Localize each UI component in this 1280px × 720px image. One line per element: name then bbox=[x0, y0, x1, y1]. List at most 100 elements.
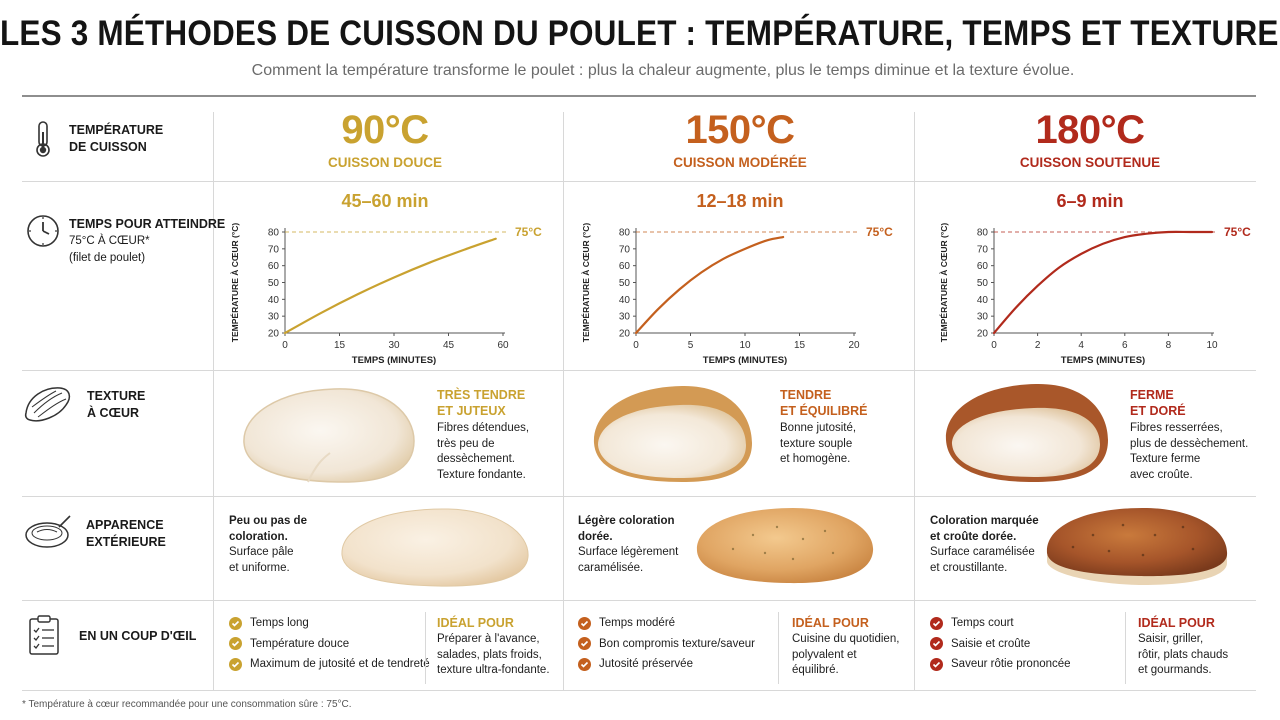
row-divider bbox=[22, 370, 1256, 371]
column-divider bbox=[914, 112, 915, 690]
target-label: 75°C bbox=[1224, 225, 1251, 239]
texture-title: TRÈS TENDRE ET JUTEUX bbox=[437, 388, 526, 418]
temperature-chart-150: 20 30 40 50 60 70 80 0 5 10 15 20 TEMPS (MINUTES) TEM… bbox=[581, 223, 893, 366]
y-tick-label: 40 bbox=[619, 295, 631, 306]
x-tick-label: 10 bbox=[1206, 340, 1218, 351]
y-tick-label: 70 bbox=[268, 244, 280, 255]
chicken-cross-section-image bbox=[945, 383, 1108, 482]
x-tick-label: 60 bbox=[497, 340, 509, 351]
y-tick-label: 20 bbox=[977, 329, 989, 340]
method-time: 6–9 min bbox=[1056, 191, 1124, 211]
x-tick-label: 5 bbox=[688, 340, 694, 351]
y-tick-label: 50 bbox=[268, 278, 280, 289]
ideal-description: Cuisine du quotidien, polyvalent et équili… bbox=[792, 633, 900, 676]
check-item: Saisie et croûte bbox=[930, 634, 1071, 655]
target-label: 75°C bbox=[866, 225, 893, 239]
x-tick-label: 8 bbox=[1166, 340, 1172, 351]
appearance-description: Légère coloration dorée. Surface légèreme… bbox=[578, 515, 679, 574]
check-item: Temps long bbox=[229, 613, 430, 634]
check-icon bbox=[229, 657, 242, 671]
method-label: CUISSON DOUCE bbox=[327, 155, 442, 170]
texture-description: Fibres détendues, très peu de dessèchemen… bbox=[437, 422, 530, 481]
row-divider bbox=[22, 690, 1256, 691]
check-icon bbox=[930, 657, 943, 671]
row-divider bbox=[22, 496, 1256, 497]
x-tick-label: 2 bbox=[1035, 340, 1041, 351]
y-tick-label: 40 bbox=[268, 295, 280, 306]
ideal-title: IDÉAL POUR bbox=[792, 616, 869, 630]
check-item: Maximum de jutosité et de tendreté bbox=[229, 654, 430, 675]
y-tick-label: 20 bbox=[619, 329, 631, 340]
ideal-description: Préparer à l'avance, salades, plats froid… bbox=[437, 633, 550, 676]
y-axis-label: TEMPÉRATURE À CŒUR (°C) bbox=[939, 223, 949, 343]
y-tick-label: 70 bbox=[619, 244, 631, 255]
checklist: Temps court Saisie et croûte Saveur rôti… bbox=[930, 613, 1071, 675]
y-tick-label: 80 bbox=[619, 228, 631, 239]
x-tick-label: 0 bbox=[991, 340, 997, 351]
temperature-chart-90: 20 30 40 50 60 70 80 0 15 30 45 60 TEMPS (MINUTES) TE… bbox=[230, 223, 542, 366]
check-item: Jutosité préservée bbox=[578, 654, 755, 675]
y-tick-label: 30 bbox=[977, 312, 989, 323]
check-item: Température douce bbox=[229, 634, 430, 655]
y-tick-label: 40 bbox=[977, 295, 989, 306]
x-tick-label: 6 bbox=[1122, 340, 1128, 351]
row-label-coup: EN UN COUP D'ŒIL bbox=[79, 629, 197, 643]
page-title: LES 3 MÉTHODES DE CUISSON DU POULET : TE… bbox=[0, 14, 1279, 53]
x-tick-label: 0 bbox=[633, 340, 639, 351]
ideal-divider bbox=[425, 612, 426, 684]
chicken-breast-image bbox=[696, 508, 874, 584]
y-tick-label: 60 bbox=[268, 261, 280, 272]
method-temperature: 90°C bbox=[341, 108, 429, 152]
temperature-chart-180: 20 30 40 50 60 70 80 0 2 4 6 8 10 TEMPS (MINUTES) TEMP… bbox=[939, 223, 1251, 366]
x-tick-label: 15 bbox=[334, 340, 346, 351]
ideal-title: IDÉAL POUR bbox=[437, 616, 514, 630]
x-tick-label: 10 bbox=[739, 340, 751, 351]
column-divider bbox=[563, 112, 564, 690]
check-item: Bon compromis texture/saveur bbox=[578, 634, 755, 655]
x-tick-label: 20 bbox=[848, 340, 860, 351]
check-item: Temps modéré bbox=[578, 613, 755, 634]
method-time: 45–60 min bbox=[341, 191, 429, 211]
x-tick-label: 45 bbox=[443, 340, 455, 351]
y-tick-label: 50 bbox=[977, 278, 989, 289]
y-tick-label: 60 bbox=[619, 261, 631, 272]
checklist: Temps modéré Bon compromis texture/saveu… bbox=[578, 613, 755, 675]
series-line bbox=[634, 235, 785, 335]
x-axis-label: TEMPS (MINUTES) bbox=[703, 355, 787, 366]
method-label: CUISSON SOUTENUE bbox=[1019, 155, 1161, 170]
check-icon bbox=[578, 657, 591, 671]
chicken-breast-icon bbox=[24, 387, 71, 422]
x-tick-label: 30 bbox=[388, 340, 400, 351]
texture-description: Bonne jutosité, texture souple et homogèn… bbox=[780, 422, 857, 465]
check-icon bbox=[578, 637, 591, 651]
check-icon bbox=[930, 616, 943, 630]
chicken-cross-section-image bbox=[243, 388, 415, 483]
thermometer-icon bbox=[36, 121, 50, 157]
ideal-divider bbox=[778, 612, 779, 684]
check-icon bbox=[930, 637, 943, 651]
header-divider bbox=[22, 95, 1256, 97]
check-icon bbox=[578, 616, 591, 630]
checklist: Temps long Température douce Maximum de … bbox=[229, 613, 430, 675]
y-tick-label: 70 bbox=[977, 244, 989, 255]
texture-description: Fibres resserrées, plus de dessèchement. … bbox=[1130, 422, 1249, 481]
footnote: * Température à cœur recommandée pour un… bbox=[22, 699, 352, 710]
column-divider bbox=[213, 112, 214, 690]
y-tick-label: 80 bbox=[268, 228, 280, 239]
ideal-divider bbox=[1125, 612, 1126, 684]
appearance-description: Coloration marquée et croûte dorée. Surfa… bbox=[930, 515, 1039, 574]
check-icon bbox=[229, 616, 242, 630]
y-axis-label: TEMPÉRATURE À CŒUR (°C) bbox=[230, 223, 240, 343]
x-tick-label: 4 bbox=[1078, 340, 1084, 351]
y-tick-label: 80 bbox=[977, 228, 989, 239]
x-axis-label: TEMPS (MINUTES) bbox=[1061, 355, 1145, 366]
check-item: Saveur rôtie prononcée bbox=[930, 654, 1071, 675]
ideal-description: Saisir, griller, rôtir, plats chauds et go… bbox=[1138, 633, 1229, 676]
check-icon bbox=[229, 637, 242, 651]
row-divider bbox=[22, 181, 1256, 182]
row-label-apparence: APPARENCE EXTÉRIEURE bbox=[86, 518, 166, 549]
y-tick-label: 20 bbox=[268, 329, 280, 340]
series-line bbox=[992, 230, 1214, 335]
x-axis-label: TEMPS (MINUTES) bbox=[352, 355, 436, 366]
page-subtitle: Comment la température transforme le pou… bbox=[251, 62, 1075, 79]
